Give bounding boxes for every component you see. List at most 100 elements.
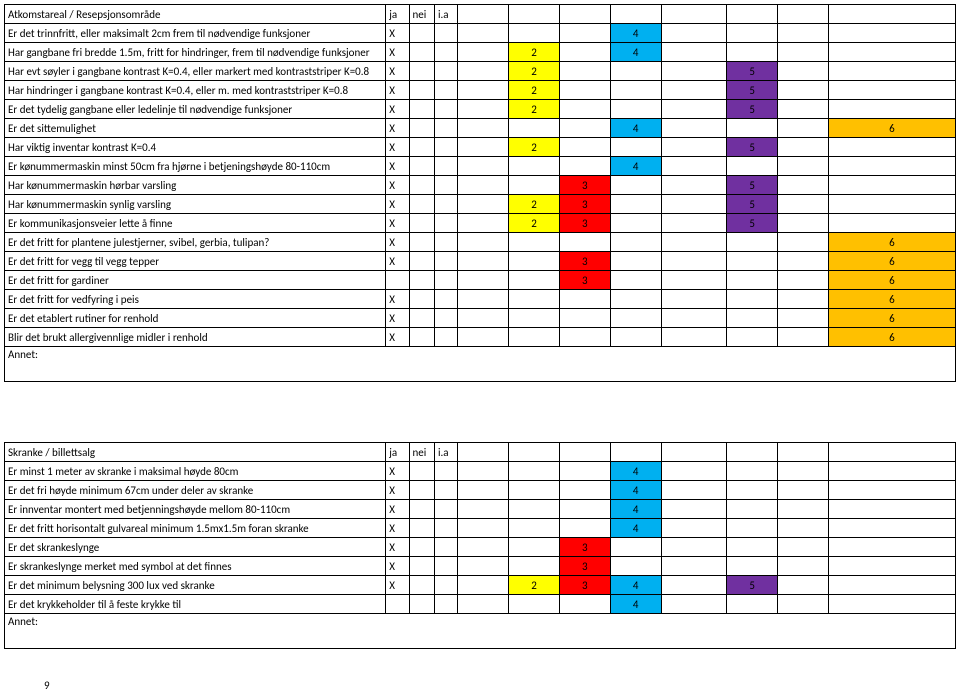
table2-cell xyxy=(778,576,829,595)
table1-cell xyxy=(661,62,727,81)
table1-cell xyxy=(458,252,509,271)
table1-desc: Er det fritt for plantene julestjerner, … xyxy=(5,233,386,252)
table1-cell xyxy=(559,233,610,252)
table1-cell xyxy=(778,176,829,195)
table1-row: Er det fritt for plantene julestjerner, … xyxy=(5,233,956,252)
table1-desc: Er kommunikasjonsveier lette å finne xyxy=(5,214,386,233)
table1-cell xyxy=(661,309,727,328)
table1-cell xyxy=(458,290,509,309)
table2-header-cell xyxy=(559,443,610,462)
table2-cell xyxy=(434,481,457,500)
table2-cell: X xyxy=(386,557,409,576)
table2-cell xyxy=(458,538,509,557)
table2-cell xyxy=(661,481,727,500)
table1-cell: 3 xyxy=(559,252,610,271)
table1-cell: 3 xyxy=(559,176,610,195)
table1-cell xyxy=(778,233,829,252)
table1-cell: X xyxy=(386,214,409,233)
table1-cell xyxy=(559,100,610,119)
table1-cell xyxy=(434,271,457,290)
table1-cell xyxy=(458,195,509,214)
table1-cell: 4 xyxy=(610,119,661,138)
table1-cell: 2 xyxy=(509,81,560,100)
table1-cell xyxy=(828,24,955,43)
table2-cell xyxy=(434,557,457,576)
table2-cell: X xyxy=(386,576,409,595)
table2-row: Er det fritt horisontalt gulvareal minim… xyxy=(5,519,956,538)
table1-cell xyxy=(409,195,434,214)
table1-cell xyxy=(727,233,778,252)
table2-cell xyxy=(661,557,727,576)
table1-cell xyxy=(727,157,778,176)
table1-desc: Er kønummermaskin minst 50cm fra hjørne … xyxy=(5,157,386,176)
table2-cell xyxy=(458,595,509,614)
table1-cell xyxy=(458,43,509,62)
table1-cell: 4 xyxy=(610,157,661,176)
table1-cell: 5 xyxy=(727,176,778,195)
table2-cell xyxy=(661,519,727,538)
table1-cell xyxy=(778,309,829,328)
table2-header: Skranke / billettsalgjaneii.a xyxy=(5,443,956,462)
table1-cell xyxy=(828,100,955,119)
table2-cell: 4 xyxy=(610,462,661,481)
table1-cell xyxy=(778,290,829,309)
table1-cell xyxy=(610,176,661,195)
table1-cell xyxy=(727,328,778,347)
table2-cell: 5 xyxy=(727,576,778,595)
table2-cell xyxy=(610,557,661,576)
table1-cell xyxy=(409,176,434,195)
table1-cell xyxy=(458,176,509,195)
table1-header-cell: i.a xyxy=(434,5,457,24)
table1-cell xyxy=(727,271,778,290)
table2-cell: X xyxy=(386,462,409,481)
table1-cell xyxy=(610,81,661,100)
table2-cell xyxy=(828,500,955,519)
table2-cell: 4 xyxy=(610,519,661,538)
table1-cell xyxy=(386,271,409,290)
table2-cell xyxy=(828,519,955,538)
table1-desc: Har kønummermaskin hørbar varsling xyxy=(5,176,386,195)
table1-cell xyxy=(661,100,727,119)
table2-row: Er det minimum belysning 300 lux ved skr… xyxy=(5,576,956,595)
table2-cell xyxy=(509,462,560,481)
table1-cell xyxy=(778,328,829,347)
table2-header-cell xyxy=(610,443,661,462)
table1-cell xyxy=(610,328,661,347)
table2-cell: X xyxy=(386,500,409,519)
table1-desc: Har evt søyler i gangbane kontrast K=0.4… xyxy=(5,62,386,81)
table2-annet-cell: Annet: xyxy=(5,614,956,649)
table1-cell xyxy=(434,290,457,309)
table1-cell xyxy=(778,24,829,43)
table2-cell xyxy=(509,595,560,614)
table1-desc: Er det sittemulighet xyxy=(5,119,386,138)
table2-cell: 2 xyxy=(509,576,560,595)
table2-cell xyxy=(458,500,509,519)
table1-cell: X xyxy=(386,176,409,195)
table1-cell xyxy=(828,157,955,176)
table1-cell xyxy=(559,309,610,328)
table1-row: Er det fritt for gardiner36 xyxy=(5,271,956,290)
table2-cell xyxy=(727,538,778,557)
table1-desc: Er det fritt for gardiner xyxy=(5,271,386,290)
table1-cell xyxy=(409,233,434,252)
table2-annet: Annet: xyxy=(5,614,956,649)
table1-cell: 6 xyxy=(828,328,955,347)
table1-cell xyxy=(661,43,727,62)
table2-cell xyxy=(509,538,560,557)
table1-cell xyxy=(458,157,509,176)
table1-row: Er det sittemulighetX46 xyxy=(5,119,956,138)
table1-header-cell: ja xyxy=(386,5,409,24)
table1-cell xyxy=(458,328,509,347)
table2-cell: 4 xyxy=(610,500,661,519)
table1-cell xyxy=(610,290,661,309)
table2-cell xyxy=(778,500,829,519)
table1-cell: X xyxy=(386,157,409,176)
table1-cell xyxy=(434,233,457,252)
table1-cell xyxy=(458,81,509,100)
table1-cell xyxy=(610,252,661,271)
table1-cell xyxy=(509,328,560,347)
table1-cell: X xyxy=(386,195,409,214)
table1-cell xyxy=(409,138,434,157)
table1-cell xyxy=(509,252,560,271)
table1-row: Har kønummermaskin synlig varslingX235 xyxy=(5,195,956,214)
